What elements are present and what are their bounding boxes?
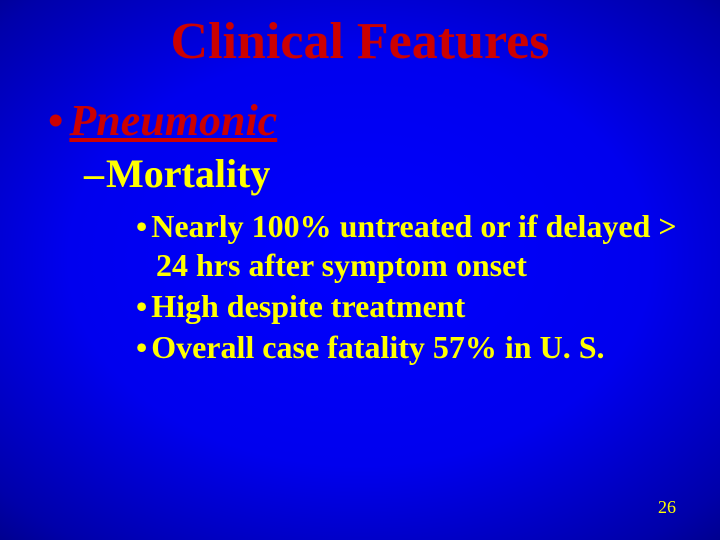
sub2-marker: • — [136, 329, 147, 365]
list-item: •High despite treatment — [136, 287, 690, 326]
main-bullet-row: •Pneumonic — [48, 95, 720, 146]
sub-bullet-level1: –Mortality — [48, 150, 720, 197]
slide-content: •Pneumonic –Mortality •Nearly 100% untre… — [0, 71, 720, 367]
sub1-text: Mortality — [106, 151, 270, 196]
page-number: 26 — [658, 497, 676, 518]
sub1-marker: – — [84, 151, 104, 196]
sub2-marker: • — [136, 288, 147, 324]
main-bullet-text: Pneumonic — [69, 96, 277, 145]
sub2-text: Nearly 100% untreated or if delayed > 24… — [151, 208, 676, 283]
list-item: •Nearly 100% untreated or if delayed > 2… — [136, 207, 690, 285]
list-item: •Overall case fatality 57% in U. S. — [136, 328, 690, 367]
main-bullet-marker: • — [48, 96, 63, 145]
sub2-marker: • — [136, 208, 147, 244]
sub2-text: High despite treatment — [151, 288, 465, 324]
slide-title: Clinical Features — [0, 0, 720, 71]
sub-bullet-level2-list: •Nearly 100% untreated or if delayed > 2… — [48, 207, 720, 367]
sub2-text: Overall case fatality 57% in U. S. — [151, 329, 604, 365]
